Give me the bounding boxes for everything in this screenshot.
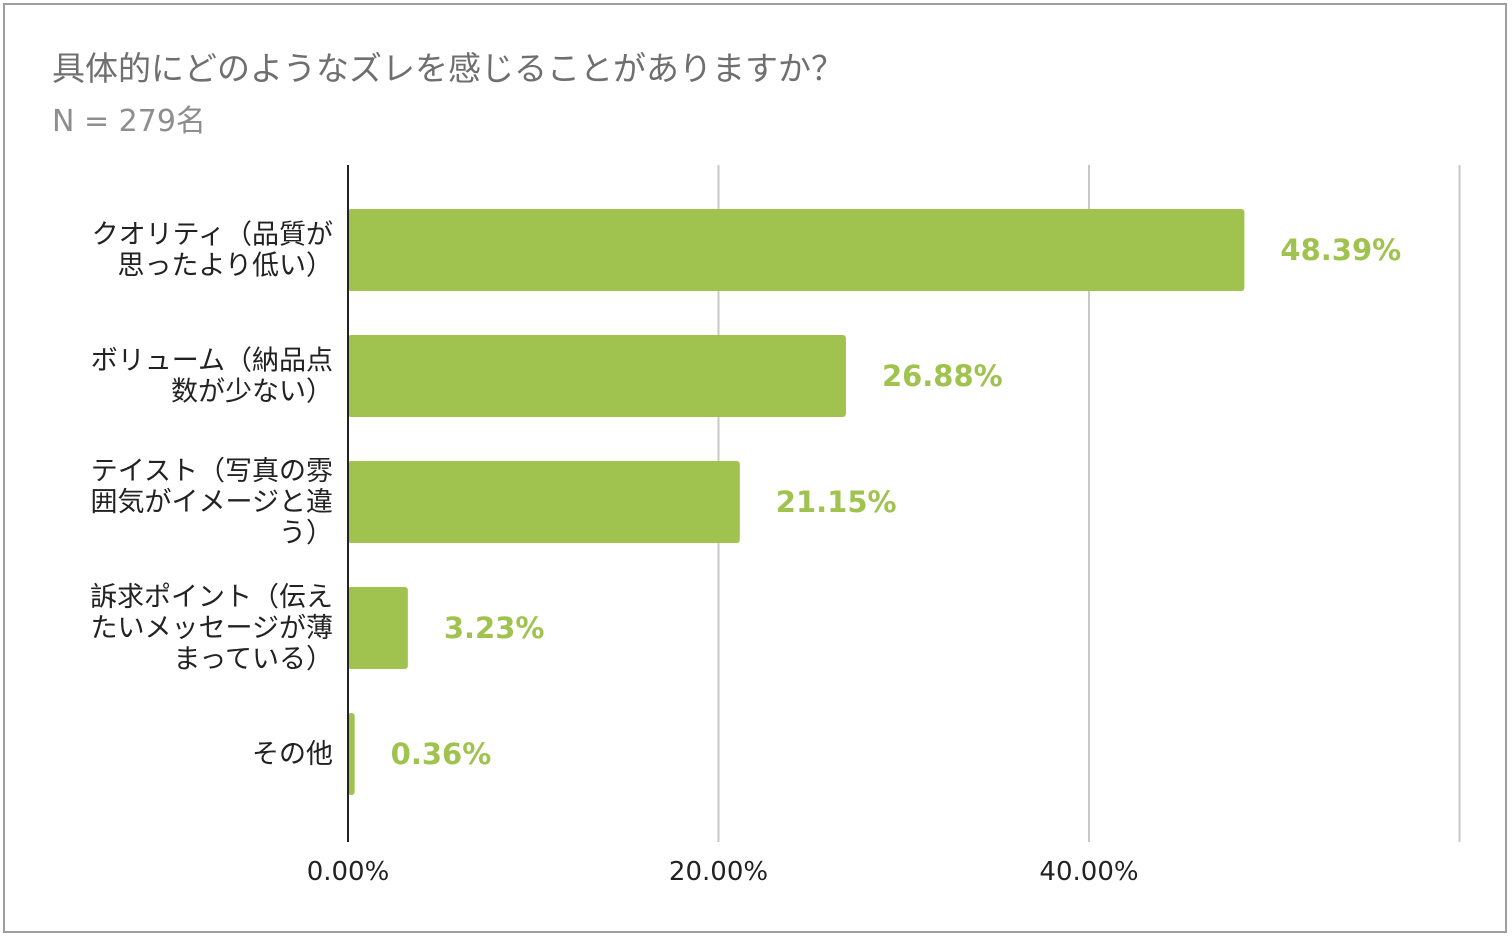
category-label: 思ったより低い） <box>118 251 333 282</box>
x-tick-label: 20.00% <box>669 857 768 887</box>
bar-value-label: 48.39% <box>1280 233 1401 267</box>
x-tick-label: 0.00% <box>307 857 390 887</box>
bar-value-label: 0.36% <box>391 737 492 771</box>
category-label: 囲気がイメージと違 <box>91 487 333 518</box>
category-label: う） <box>279 518 333 549</box>
bar <box>348 713 355 795</box>
bar-value-label: 3.23% <box>444 611 545 645</box>
chart-subtitle: N = 279名 <box>52 104 206 139</box>
bar <box>348 335 846 417</box>
category-label: 数が少ない） <box>171 377 333 408</box>
bar <box>348 209 1245 291</box>
bar-value-label: 26.88% <box>882 359 1003 393</box>
bar <box>348 587 408 669</box>
chart-title: 具体的にどのようなズレを感じることがありますか？ <box>52 49 844 88</box>
x-tick-label: 40.00% <box>1039 857 1138 887</box>
category-label: クオリティ（品質が <box>92 220 333 251</box>
category-label: まっている） <box>173 644 333 675</box>
category-label: ボリューム（納品点 <box>91 346 333 377</box>
bar <box>348 461 740 543</box>
chart-frame <box>3 3 1507 933</box>
category-label: たいメッセージが薄 <box>91 613 333 644</box>
bar-value-label: 21.15% <box>776 485 897 519</box>
category-label: テイスト（写真の雰 <box>91 456 333 487</box>
category-label: その他 <box>252 739 333 770</box>
category-label: 訴求ポイント（伝え <box>90 582 333 613</box>
